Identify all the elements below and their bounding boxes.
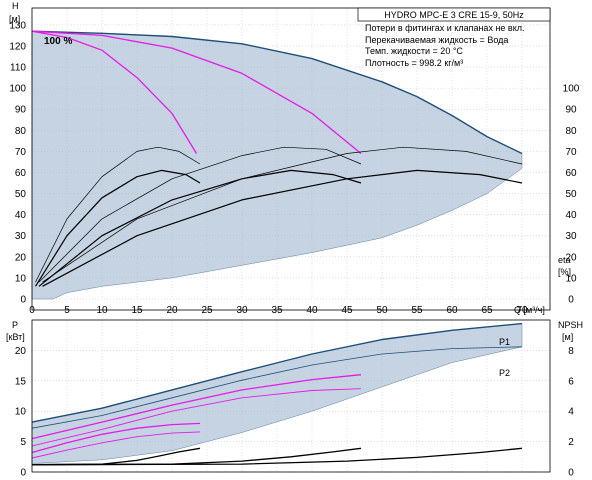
- upper-tick-labels: 0102030405060708090100110120130010203040…: [9, 20, 579, 316]
- upper-y-right-tick: 80: [565, 126, 577, 137]
- upper-y-right-tick: 60: [565, 168, 577, 179]
- upper-series-speed-1: [31, 30, 198, 154]
- lower-y-left-tick: 10: [15, 407, 27, 418]
- upper-series-speed-2: [31, 30, 362, 155]
- x-tick-label: 45: [341, 305, 353, 316]
- upper-y-left-tick: 90: [15, 105, 27, 116]
- lower-y-left-tick: 0: [20, 468, 26, 479]
- note-4: Плотность = 998.2 кг/м³: [365, 58, 463, 68]
- annotation-100-percent: 100 %: [44, 36, 72, 47]
- x-tick-label: 40: [306, 305, 318, 316]
- upper-series-layer: [31, 30, 523, 287]
- upper-y-left-tick: 120: [9, 41, 26, 52]
- note-2: Перекачиваемая жидкость = Вода: [365, 35, 508, 45]
- lower-series-speed-5: [31, 431, 201, 459]
- upper-y-left-tick: 30: [15, 231, 27, 242]
- upper-series-eta-4: [34, 169, 201, 287]
- upper-series-eta-7: [42, 146, 523, 283]
- x-tick-label: 65: [481, 305, 493, 316]
- x-tick-label: 70: [516, 305, 528, 316]
- lower-tick-labels: 0 5 10 15 20 0 2 4 6 8: [15, 346, 574, 479]
- chart-title: HYDRO MPC-E 3 CRE 15-9, 50Hz: [384, 10, 524, 20]
- x-axis-label: Q [м³/ч]: [514, 305, 545, 315]
- upper-y-left-tick: 100: [9, 84, 26, 95]
- upper-y-right-tick: 10: [565, 273, 577, 284]
- lower-series-p2: [31, 346, 523, 429]
- lower-y-right-tick: 2: [568, 437, 574, 448]
- upper-y-left-tick: 10: [15, 273, 27, 284]
- x-tick-label: 5: [64, 305, 70, 316]
- lower-series-speed-2: [31, 374, 362, 440]
- lower-series-p1: [31, 322, 523, 423]
- x-tick-label: 20: [166, 305, 178, 316]
- upper-y-left-tick: 70: [15, 147, 27, 158]
- lower-plot-frame: [31, 319, 551, 473]
- upper-y-left-tick: 80: [15, 126, 27, 137]
- series-label-p1: P1: [499, 337, 510, 347]
- y-left-label-h: H: [12, 1, 19, 11]
- upper-y-left-tick: 130: [9, 20, 26, 31]
- upper-y-right-tick: 50: [565, 189, 577, 200]
- upper-series-eta-3: [35, 146, 201, 283]
- note-1: Потери в фитингах и клапанах не вкл.: [365, 23, 525, 33]
- upper-series-eta-8: [42, 169, 523, 287]
- x-tick-label: 50: [376, 305, 388, 316]
- lower-y-right-tick: 0: [568, 468, 574, 479]
- y-left-unit-p: [кВт]: [6, 332, 25, 342]
- x-tick-label: 0: [29, 305, 35, 316]
- y-right-unit-eta: [%]: [558, 267, 571, 277]
- x-tick-label: 15: [131, 305, 143, 316]
- y-right-label-eta: eta: [558, 255, 571, 265]
- y-left-label-p: P: [12, 320, 18, 330]
- y-right-label-npsh: NPSH: [558, 320, 583, 330]
- upper-y-right-tick: 30: [565, 231, 577, 242]
- lower-y-right-tick: 6: [568, 376, 574, 387]
- upper-y-left-tick: 40: [15, 210, 27, 221]
- x-tick-label: 55: [411, 305, 423, 316]
- upper-grid: [31, 8, 550, 300]
- upper-y-right-tick: 90: [565, 105, 577, 116]
- lower-series-speed-3: [31, 388, 362, 447]
- upper-y-right-tick: 20: [565, 252, 577, 263]
- upper-y-right-tick: 70: [565, 147, 577, 158]
- upper-y-left-tick: 110: [10, 63, 26, 74]
- upper-plot-frame: [31, 7, 551, 311]
- x-tick-label: 35: [271, 305, 283, 316]
- x-tick-label: 25: [201, 305, 213, 316]
- upper-y-right-tick: 100: [563, 84, 580, 95]
- y-left-unit-h: [м]: [9, 14, 20, 24]
- upper-y-left-tick: 50: [15, 189, 27, 200]
- note-3: Темп. жидкости = 20 °C: [365, 46, 463, 56]
- lower-series-layer: [31, 322, 523, 466]
- upper-y-right-tick: 0: [568, 295, 574, 306]
- upper-y-left-tick: 60: [15, 168, 27, 179]
- lower-series-npsh-8: [31, 447, 523, 466]
- x-tick-label: 60: [446, 305, 458, 316]
- upper-series-curve_max-0: [31, 30, 523, 155]
- x-tick-label: 30: [236, 305, 248, 316]
- lower-y-right-tick: 4: [568, 407, 574, 418]
- upper-y-right-tick: 40: [565, 210, 577, 221]
- lower-series-speed-4: [31, 422, 201, 454]
- lower-y-left-tick: 5: [20, 437, 26, 448]
- upper-series-eta-5: [38, 146, 362, 283]
- upper-y-left-tick: 20: [15, 252, 27, 263]
- lower-y-left-tick: 15: [15, 376, 27, 387]
- x-tick-label: 10: [96, 305, 108, 316]
- lower-y-right-tick: 8: [568, 346, 574, 357]
- info-box: [357, 7, 551, 22]
- series-label-p2: P2: [499, 368, 510, 378]
- y-right-unit-npsh: [м]: [562, 332, 573, 342]
- lower-y-left-tick: 20: [15, 346, 27, 357]
- upper-y-left-tick: 0: [20, 295, 26, 306]
